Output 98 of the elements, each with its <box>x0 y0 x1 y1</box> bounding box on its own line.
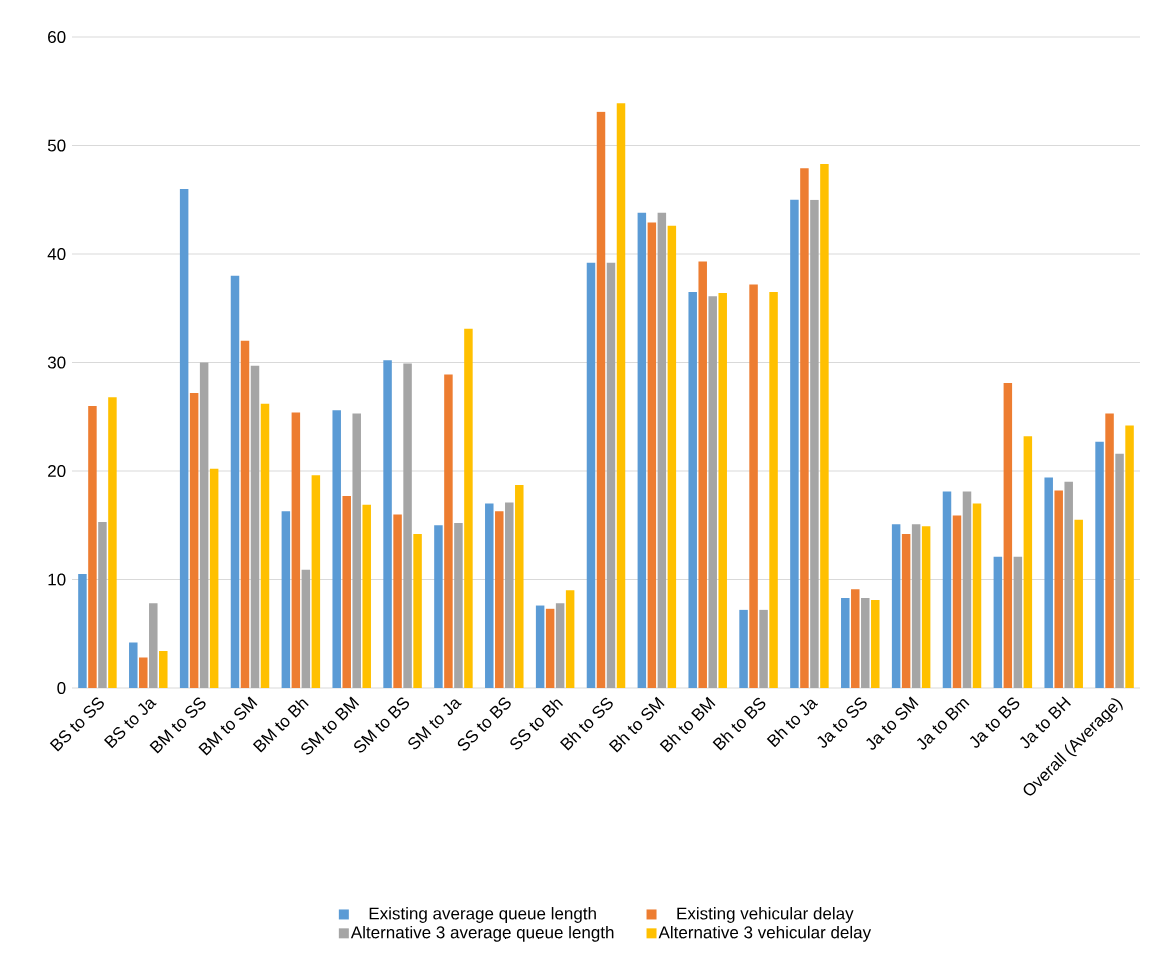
bar <box>952 515 962 688</box>
bar <box>555 603 565 688</box>
bar <box>891 524 901 688</box>
bar <box>250 365 260 688</box>
bar <box>942 491 952 688</box>
bar <box>921 526 931 688</box>
bar <box>911 524 921 688</box>
bar <box>129 642 138 688</box>
y-tick-label: 30 <box>47 356 66 369</box>
bar <box>637 212 647 688</box>
bar <box>1013 556 1023 688</box>
bar <box>342 495 351 688</box>
bar <box>810 199 819 688</box>
bar <box>383 360 392 688</box>
bar <box>403 363 412 688</box>
bar <box>332 410 341 688</box>
bar <box>800 168 809 688</box>
bar <box>88 405 97 688</box>
bar <box>454 523 463 688</box>
legend-label: Alternative 3 vehicular delay <box>658 925 872 942</box>
y-tick-label: 50 <box>47 139 66 152</box>
bar <box>260 403 270 688</box>
bar <box>444 374 453 688</box>
bar <box>240 340 250 688</box>
bar <box>505 502 514 688</box>
bar <box>199 362 209 688</box>
bar <box>565 590 575 688</box>
bar <box>535 605 545 688</box>
bar <box>149 603 158 688</box>
y-tick-label: 20 <box>48 464 66 478</box>
bar <box>393 514 402 688</box>
bar <box>281 511 291 688</box>
legend-label: Existing average queue length <box>369 907 596 923</box>
bar <box>688 291 697 688</box>
x-tick-label: Ja to BS <box>969 697 1020 748</box>
y-tick-label: 0 <box>57 681 66 695</box>
bar <box>769 291 778 688</box>
bar <box>1023 436 1033 688</box>
bar <box>1054 490 1063 688</box>
y-tick-label: 60 <box>48 30 66 44</box>
bar <box>962 491 972 688</box>
bar <box>871 600 880 688</box>
y-tick-label: 40 <box>47 247 66 261</box>
bar <box>972 503 982 688</box>
bar <box>1074 519 1083 688</box>
bar <box>1105 413 1114 688</box>
bar <box>159 651 168 688</box>
bar <box>108 397 117 688</box>
bar <box>657 212 667 688</box>
bar <box>851 589 860 688</box>
bar <box>291 412 301 688</box>
bar <box>209 468 219 688</box>
bar <box>739 609 748 688</box>
bar <box>708 296 717 688</box>
legend-label: Alternative 3 average queue length <box>350 925 614 942</box>
bar <box>749 284 758 688</box>
bar <box>759 609 768 688</box>
bar <box>820 163 829 688</box>
bar <box>718 293 727 688</box>
bar <box>179 188 189 688</box>
bar <box>352 413 361 688</box>
bar <box>464 328 473 688</box>
bar <box>413 533 422 688</box>
bar <box>139 657 148 688</box>
bar <box>301 569 311 688</box>
legend-label: Existing vehicular delay <box>677 907 854 923</box>
bar <box>1115 453 1124 688</box>
bar <box>861 597 870 688</box>
bar <box>596 111 606 688</box>
bar <box>901 533 911 688</box>
bar <box>1064 481 1073 688</box>
bar <box>1125 425 1134 688</box>
bar <box>606 262 616 688</box>
bar <box>1044 477 1053 688</box>
bar <box>698 261 707 688</box>
x-tick-label: BS to SS <box>49 697 104 752</box>
bar <box>993 556 1003 688</box>
bar <box>667 225 677 688</box>
x-tick-label: Ja to SS <box>817 697 867 748</box>
bar <box>495 511 504 688</box>
bar <box>647 222 657 688</box>
bar <box>78 574 87 688</box>
bar <box>616 103 626 688</box>
bar <box>515 485 524 688</box>
bar <box>189 392 199 688</box>
bar <box>545 608 555 688</box>
bar <box>230 275 240 688</box>
bar <box>485 503 494 688</box>
bar <box>1003 383 1013 688</box>
bar <box>311 475 321 688</box>
bar <box>586 262 596 688</box>
bar <box>841 597 850 688</box>
bar <box>790 199 799 688</box>
bar <box>362 504 371 688</box>
bar <box>98 521 107 688</box>
bar <box>1095 441 1104 688</box>
y-tick-label: 10 <box>48 573 66 586</box>
bar <box>434 525 443 688</box>
